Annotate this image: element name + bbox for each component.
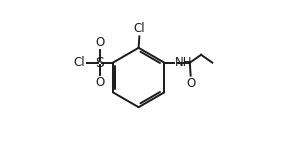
Text: Cl: Cl: [134, 22, 145, 35]
Text: O: O: [186, 77, 195, 90]
Text: O: O: [95, 76, 105, 89]
Text: NH: NH: [175, 56, 192, 69]
Text: S: S: [96, 56, 104, 70]
Text: O: O: [95, 36, 105, 49]
Text: Cl: Cl: [73, 56, 85, 69]
